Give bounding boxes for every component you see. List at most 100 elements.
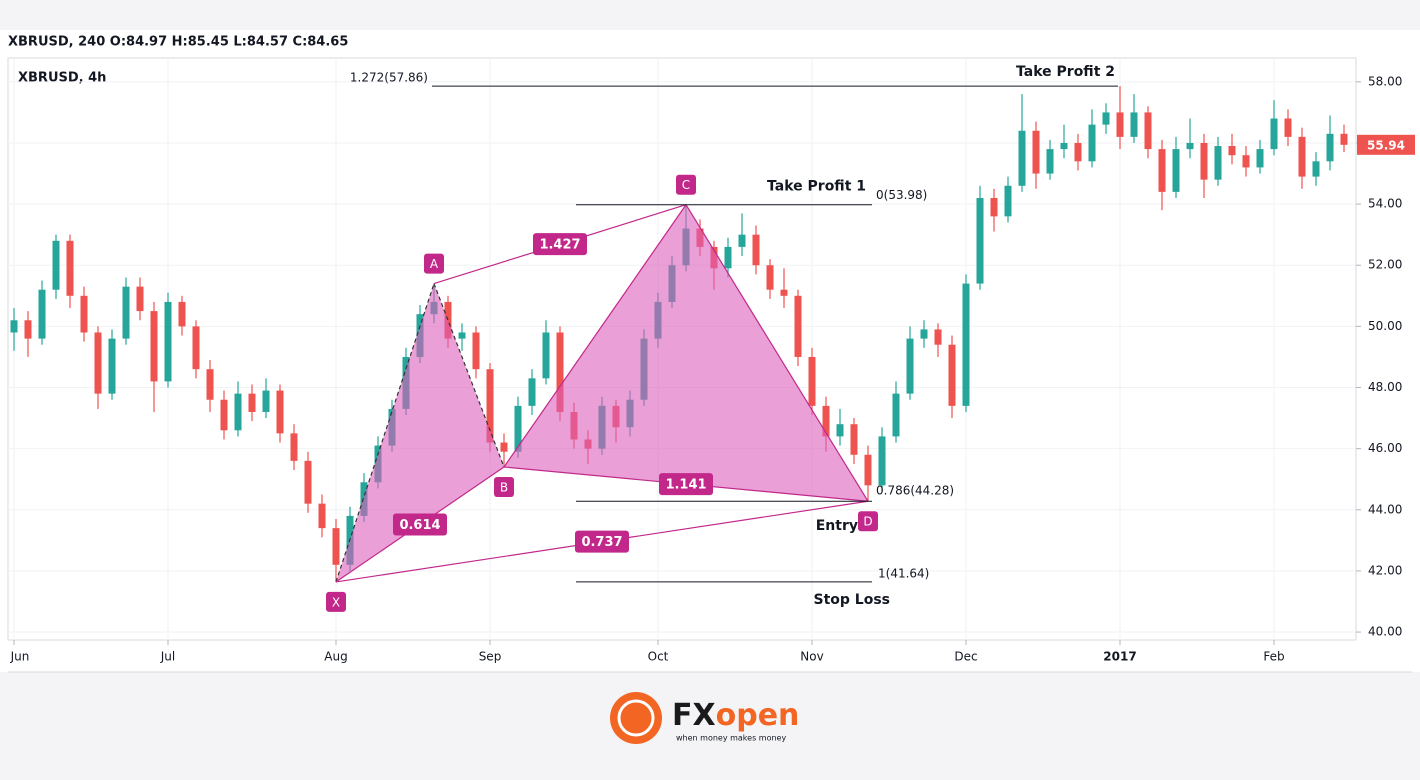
candle-body [836,424,844,437]
candle-body [780,289,788,296]
candle-body [262,390,270,412]
candle-body [290,433,298,461]
candle-body [1102,112,1110,125]
candle-body [136,286,144,312]
candle-body [1228,146,1236,156]
pattern-leg-dashed [335,283,435,583]
candle-body [66,240,74,296]
candle-body [962,283,970,406]
candle-body [10,320,18,333]
ratio-tag [659,473,713,496]
point-label: B [500,480,508,494]
candle-body [948,344,956,406]
candle-body [794,295,802,357]
candle-body [1284,118,1292,137]
last-price-tag [1357,134,1415,155]
x-tick-label: Jun [10,650,30,664]
pattern-triangle [504,204,868,502]
candle-body [458,332,466,339]
candle-body [1256,149,1264,168]
candle-body [1186,142,1194,150]
x-tick-label: Feb [1263,650,1284,664]
y-tick-label: 54.00 [1368,197,1402,211]
ratio-label: 0.737 [581,535,622,550]
candle-body [990,197,998,217]
candle-body [976,197,984,284]
candle-body [80,295,88,333]
candle-body [1116,112,1124,137]
point-tag [676,174,696,195]
x-tick-label: Aug [324,650,347,664]
candle-body [1018,130,1026,186]
level-label: 0(53.98) [876,188,927,202]
candle-body [878,436,886,486]
candle-body [864,454,872,486]
candle-body [304,460,312,504]
x-tick-label: Jul [160,650,175,664]
y-tick-label: 48.00 [1368,380,1402,394]
candle-body [1004,185,1012,217]
logo-icon-ring [617,699,655,737]
candle-body [808,356,816,406]
last-price-label: 55.94 [1367,138,1405,152]
point-label: A [430,257,439,271]
candle-body [822,405,830,437]
ratio-label: 0.614 [399,518,440,533]
candle-body [1270,118,1278,150]
candle-body [1242,155,1250,168]
candle-body [94,332,102,394]
chart-title: XBRUSD, 4h [18,71,106,86]
level-label: 0.786(44.28) [876,484,954,498]
candle-body [738,234,746,247]
x-tick-label: Nov [800,650,823,664]
candle-body [1130,112,1138,137]
candle-body [24,320,32,339]
point-tag [858,511,878,532]
y-tick-label: 50.00 [1368,319,1402,333]
pattern-leg [685,204,869,502]
pattern-leg-dashed [433,283,505,468]
ratio-tag [393,513,447,536]
y-tick-label: 46.00 [1368,441,1402,455]
candle-body [542,332,550,379]
candle-body [486,369,494,443]
candle-body [850,424,858,455]
candle-body [122,286,130,339]
x-tick-label: Sep [479,650,502,664]
candle-body [472,332,480,370]
candle-body [514,405,522,452]
candle-body [164,301,172,382]
candle-body [1032,130,1040,174]
point-tag [494,476,514,497]
level-name: Take Profit 2 [1016,64,1115,80]
level-name: Stop Loss [814,592,891,608]
candle-body [752,234,760,266]
plot-frame [7,57,1357,641]
candle-body [332,528,340,565]
candle-body [906,338,914,394]
candle-body [528,378,536,406]
candle-body [934,329,942,345]
candle-body [1326,133,1334,162]
level-label: 1(41.64) [878,566,929,580]
logo-open-part: open [716,698,800,733]
candle-body [234,393,242,431]
ratio-label: 1.427 [539,238,580,253]
candle-body [206,369,214,400]
candle-body [318,503,326,529]
ratio-tag [533,233,587,256]
candle-body [38,289,46,339]
candle-body [248,393,256,412]
point-tag [326,591,346,612]
candle-body [192,326,200,370]
candle-body [1312,161,1320,177]
level-name: Entry [816,518,858,534]
ratio-label: 1.141 [665,478,706,493]
candle-body [1060,142,1068,150]
candle-body [1074,142,1082,162]
candle-body [108,338,116,394]
candle-body [920,329,928,339]
candle-body [1340,133,1348,145]
candle-body [1172,149,1180,192]
